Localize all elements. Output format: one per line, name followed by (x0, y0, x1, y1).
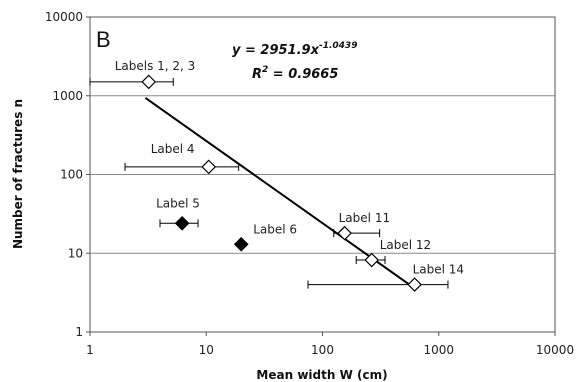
y-tick-label: 10000 (45, 10, 83, 24)
point-labels: Labels 1, 2, 3 Label 4 Label 5 Label 6 Label… (115, 59, 464, 277)
open-diamond-marker (364, 252, 380, 268)
y-tick-label: 1000 (52, 89, 83, 103)
y-tick-label: 100 (60, 168, 83, 182)
grid-lines (90, 95, 555, 254)
filled-diamond-marker (174, 215, 190, 231)
fit-equation: y = 2951.9x-1.0439 (232, 41, 357, 58)
point-label: Label 5 (156, 196, 200, 210)
open-diamond-marker (407, 277, 422, 292)
open-diamond-marker (201, 159, 217, 175)
x-axis-label: Mean width W (cm) (256, 368, 387, 382)
x-axis-ticks: 1 10 100 1000 10000 (86, 332, 574, 357)
point-label: Label 6 (253, 222, 297, 236)
point-label: Label 4 (151, 142, 195, 156)
point-label: Label 14 (413, 263, 464, 277)
x-tick-label: 1000 (423, 343, 454, 357)
x-tick-label: 1 (86, 343, 94, 357)
x-tick-label: 100 (311, 343, 334, 357)
y-tick-label: 10 (68, 246, 83, 260)
r-squared: R2 = 0.9665 (252, 65, 338, 82)
x-tick-label: 10 (199, 343, 214, 357)
point-label: Labels 1, 2, 3 (115, 59, 196, 73)
filled-diamond-marker (233, 236, 249, 252)
y-axis-ticks: 1 10 100 1000 10000 (45, 10, 90, 339)
y-tick-label: 1 (75, 325, 83, 339)
open-diamond-marker (141, 74, 157, 90)
y-axis-label: Number of fractures n (11, 99, 25, 249)
panel-label: B (96, 27, 111, 52)
open-diamond-marker (337, 225, 352, 241)
r-squared-exponent: 2 (262, 65, 268, 75)
r-squared-symbol: R (252, 67, 262, 82)
fit-equation-exponent: -1.0439 (319, 41, 357, 51)
point-label: Label 11 (339, 211, 390, 225)
data-markers (141, 74, 422, 292)
x-tick-label: 10000 (536, 343, 574, 357)
r-squared-value: = 0.9665 (268, 67, 338, 82)
fit-equation-main: y = 2951.9x (232, 43, 320, 58)
point-label: Label 12 (380, 238, 431, 252)
